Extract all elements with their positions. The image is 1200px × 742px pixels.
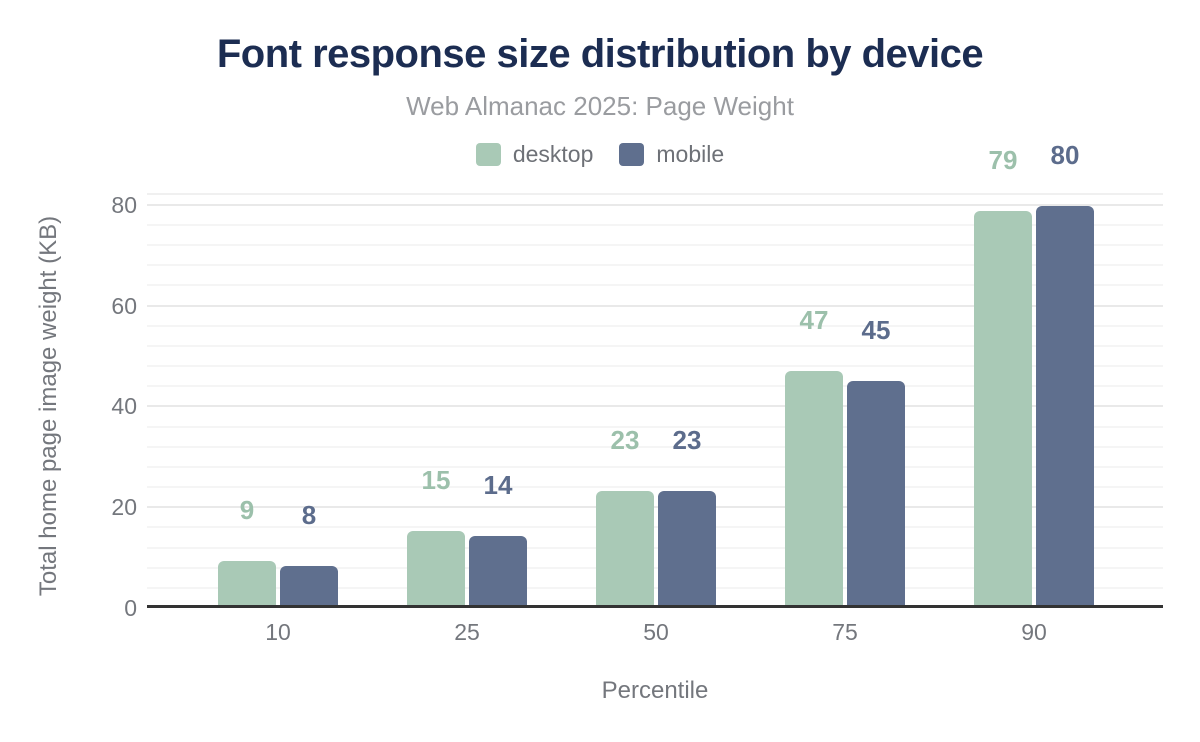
major-gridline xyxy=(147,304,1163,307)
bar-value-desktop-p25: 15 xyxy=(421,465,451,495)
x-tick-label: 50 xyxy=(643,619,669,645)
bar-desktop-p25 xyxy=(407,531,465,606)
x-tick-label: 90 xyxy=(1021,619,1047,645)
minor-gridline xyxy=(147,486,1163,489)
bar-value-mobile-p75: 45 xyxy=(861,315,891,345)
x-axis-title: Percentile xyxy=(601,677,709,704)
minor-gridline xyxy=(147,344,1163,347)
minor-gridline xyxy=(147,445,1163,448)
legend-swatch-desktop xyxy=(475,142,501,166)
minor-gridline xyxy=(147,264,1163,267)
minor-gridline xyxy=(147,385,1163,388)
minor-gridline xyxy=(147,425,1163,428)
bar-value-mobile-p90: 80 xyxy=(1050,140,1080,170)
bar-mobile-p10 xyxy=(280,566,338,606)
legend-label-desktop: desktop xyxy=(512,140,594,167)
minor-gridline xyxy=(147,546,1163,549)
minor-gridline xyxy=(147,324,1163,327)
bar-desktop-p75 xyxy=(785,371,843,606)
bar-value-desktop-p10: 9 xyxy=(239,495,255,525)
y-tick-label: 60 xyxy=(111,292,137,319)
bar-mobile-p25 xyxy=(469,536,527,606)
bar-mobile-p75 xyxy=(847,381,905,606)
legend: desktop mobile xyxy=(0,140,1200,168)
minor-gridline xyxy=(147,526,1163,529)
major-gridline xyxy=(147,506,1163,509)
minor-gridline xyxy=(147,365,1163,368)
y-tick-label: 0 xyxy=(124,595,137,621)
bar-value-mobile-p25: 14 xyxy=(483,470,513,500)
bar-desktop-p90 xyxy=(974,211,1032,606)
x-tick-label: 25 xyxy=(454,619,480,645)
y-tick-label: 20 xyxy=(111,494,137,521)
bar-value-desktop-p75: 47 xyxy=(799,305,829,335)
chart-subtitle: Web Almanac 2025: Page Weight xyxy=(406,91,794,121)
legend-swatch-mobile xyxy=(619,142,645,166)
bar-value-mobile-p50: 23 xyxy=(672,425,702,455)
bar-mobile-p90 xyxy=(1036,206,1094,606)
plot-top-edge xyxy=(147,193,1163,195)
minor-gridline xyxy=(147,244,1163,247)
minor-gridline xyxy=(147,586,1163,589)
minor-gridline xyxy=(147,284,1163,287)
legend-label-mobile: mobile xyxy=(656,140,725,167)
y-tick-label: 80 xyxy=(111,191,137,218)
major-gridline xyxy=(147,405,1163,408)
legend-item-mobile: mobile xyxy=(619,141,724,168)
x-axis-line xyxy=(147,605,1163,608)
y-tick-label: 40 xyxy=(111,393,137,420)
bar-mobile-p50 xyxy=(658,491,716,606)
bar-value-desktop-p50: 23 xyxy=(610,425,640,455)
bar-value-mobile-p10: 8 xyxy=(301,500,317,530)
bar-desktop-p10 xyxy=(218,561,276,606)
minor-gridline xyxy=(147,465,1163,468)
minor-gridline xyxy=(147,566,1163,569)
x-tick-label: 10 xyxy=(265,619,291,645)
x-tick-label: 75 xyxy=(832,619,858,645)
bar-desktop-p50 xyxy=(596,491,654,606)
major-gridline xyxy=(147,203,1163,206)
minor-gridline xyxy=(147,223,1163,226)
bar-value-desktop-p90: 79 xyxy=(988,145,1018,175)
chart-title: Font response size distribution by devic… xyxy=(216,32,984,76)
legend-item-desktop: desktop xyxy=(475,140,594,168)
